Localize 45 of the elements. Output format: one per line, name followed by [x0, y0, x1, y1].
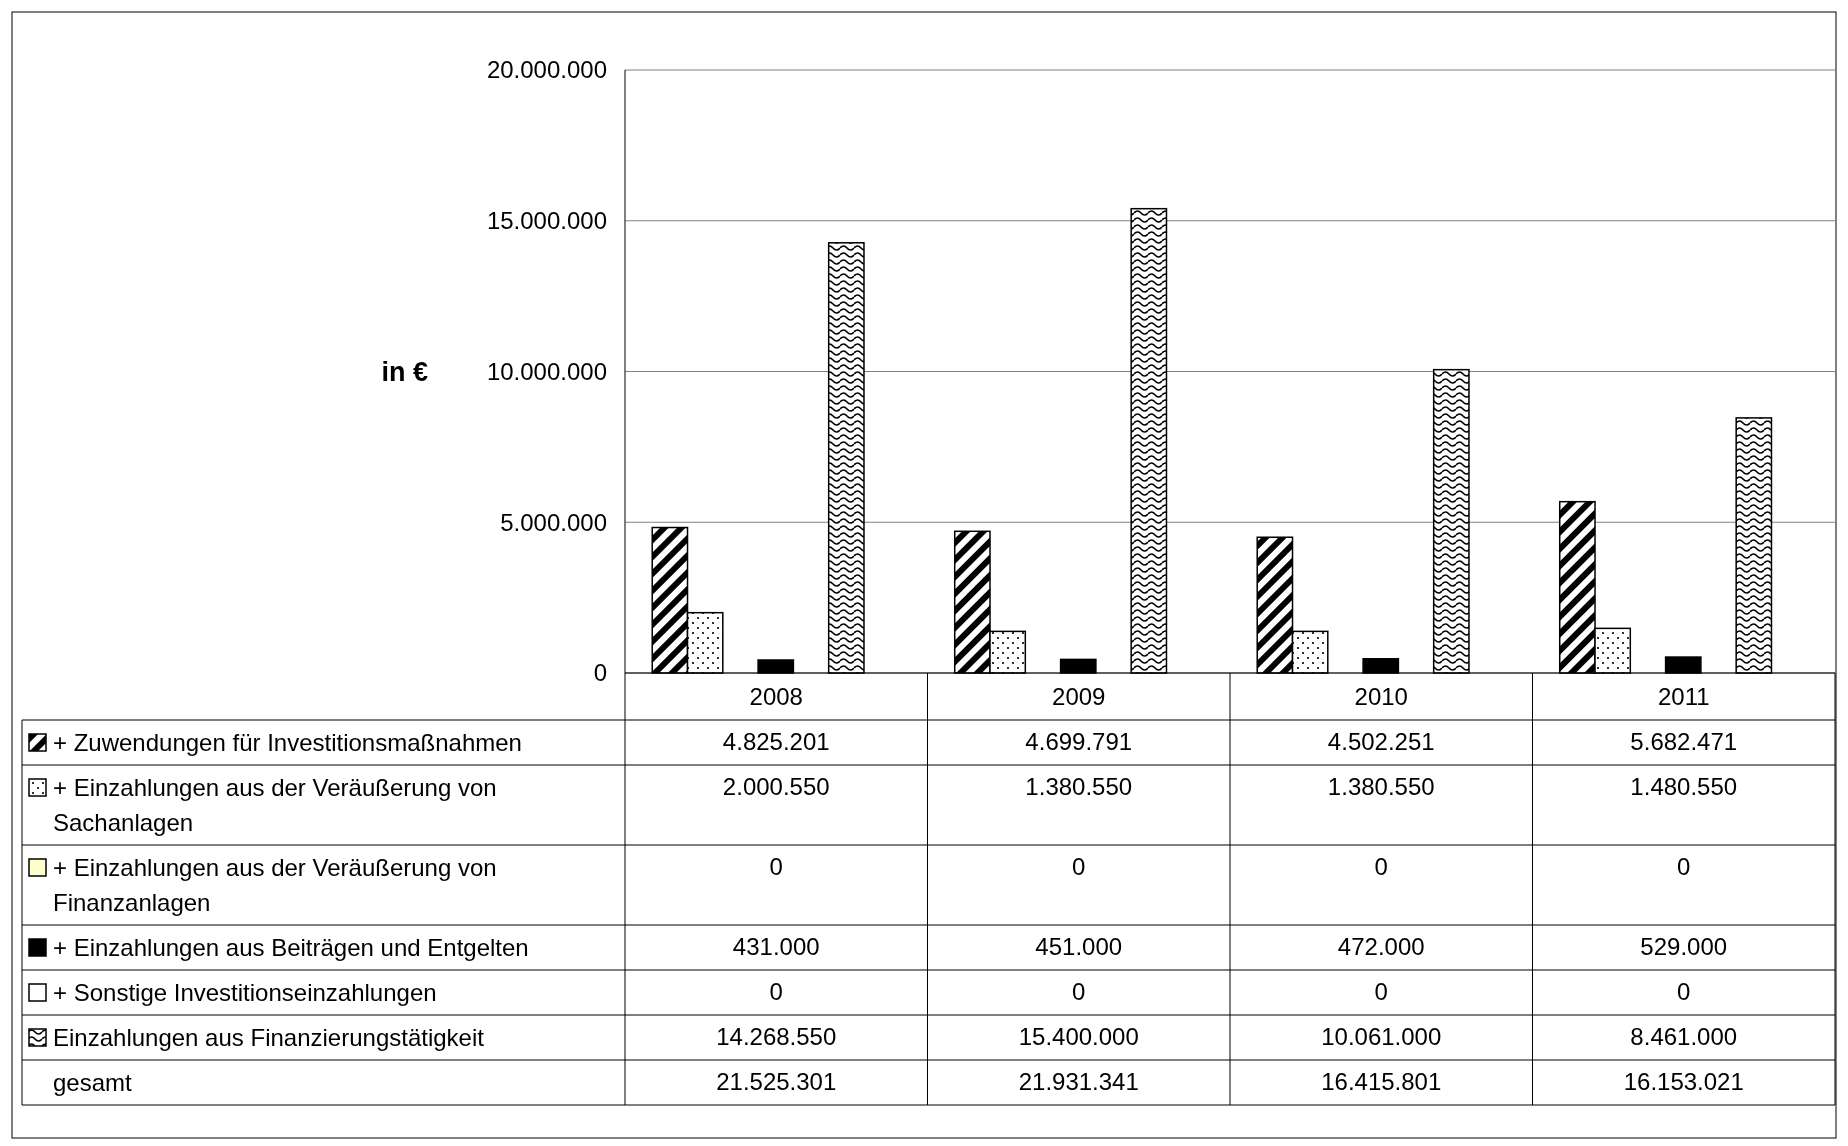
data-label: 5.682.471 — [1630, 728, 1738, 755]
x-tick-label: 2010 — [1354, 683, 1408, 710]
legend-label: + Sonstige Investitionseinzahlungen — [53, 979, 437, 1006]
data-label: 0 — [1072, 978, 1086, 1005]
data-label: 0 — [1374, 978, 1388, 1005]
data-label: 4.699.791 — [1025, 728, 1133, 755]
legend-label: + Einzahlungen aus der Veräußerung von Sachanlagen — [53, 774, 497, 836]
text: gesamt — [53, 1069, 133, 1096]
data-label: 8.461.000 — [1630, 1023, 1738, 1050]
data-label: 14.268.550 — [716, 1023, 837, 1050]
y-axis-title: in € — [381, 356, 428, 387]
data-label: 2.000.550 — [722, 773, 830, 800]
data-label: 529.000 — [1640, 933, 1728, 960]
y-tick-label: 0 — [593, 659, 607, 687]
text: 21.931.341 — [1018, 1068, 1139, 1095]
x-tick-label: 2009 — [1052, 683, 1106, 710]
data-label: 0 — [1072, 853, 1086, 880]
data-label: 0 — [769, 978, 783, 1005]
data-label: 1.480.550 — [1630, 773, 1738, 800]
data-label: 0 — [1677, 978, 1691, 1005]
y-tick-label: 15.000.000 — [486, 207, 607, 235]
legend-label: + Zuwendungen für Investitionsmaßnahmen — [53, 729, 522, 756]
x-tick-label: 2008 — [749, 683, 803, 710]
data-label: 0 — [1374, 853, 1388, 880]
data-label: 4.502.251 — [1327, 728, 1435, 755]
legend-label: + Einzahlungen aus Beiträgen und Entgelten — [53, 934, 529, 961]
data-label: 451.000 — [1035, 933, 1123, 960]
y-tick-label: 20.000.000 — [486, 56, 607, 84]
data-label: 0 — [1677, 853, 1691, 880]
y-tick-label: 10.000.000 — [486, 357, 607, 385]
x-tick-label: 2011 — [1657, 683, 1710, 710]
data-label: 1.380.550 — [1327, 773, 1435, 800]
text: 16.415.801 — [1321, 1068, 1442, 1095]
data-label: 4.825.201 — [722, 728, 830, 755]
data-label: 1.380.550 — [1025, 773, 1133, 800]
text: 21.525.301 — [716, 1068, 837, 1095]
text: 16.153.021 — [1623, 1068, 1744, 1095]
data-label: 431.000 — [732, 933, 820, 960]
legend-label: Einzahlungen aus Finanzierungstätigkeit — [53, 1024, 485, 1051]
data-label: 10.061.000 — [1321, 1023, 1442, 1050]
legend-label: + Einzahlungen aus der Veräußerung von Finanzanlagen — [53, 854, 497, 916]
data-label: 0 — [769, 853, 783, 880]
data-label: 15.400.000 — [1018, 1023, 1139, 1050]
y-tick-label: 5.000.000 — [500, 508, 607, 536]
data-label: 472.000 — [1337, 933, 1425, 960]
